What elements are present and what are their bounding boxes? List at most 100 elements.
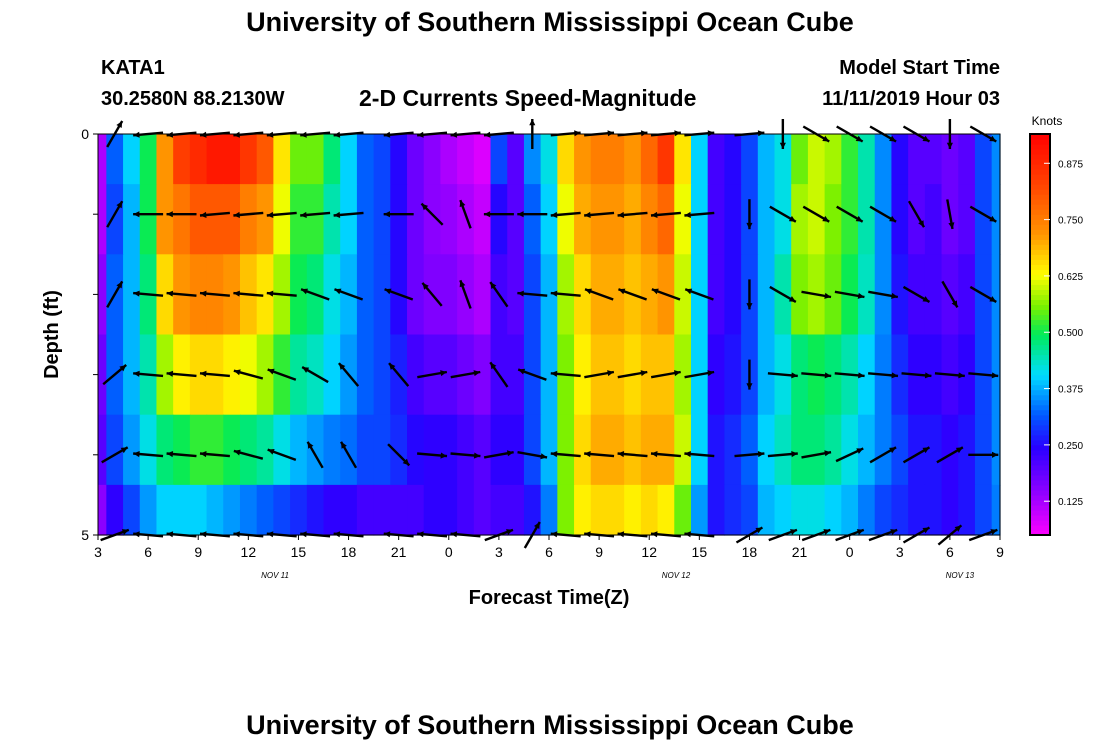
station-id: KATA1	[101, 57, 165, 79]
heatmap-cell	[774, 184, 792, 255]
colorbar-tick-label: 0.125	[1058, 497, 1083, 508]
colorbar-segment	[1030, 409, 1050, 416]
heatmap-cell	[757, 414, 776, 486]
x-tick-label: 18	[341, 544, 357, 560]
heatmap-cell	[256, 254, 274, 336]
heatmap-cell	[407, 184, 425, 255]
current-vector	[617, 211, 648, 218]
heatmap-cell	[423, 134, 442, 185]
heatmap-cell	[991, 414, 1001, 486]
current-vector	[340, 441, 358, 469]
heatmap-cell	[473, 334, 492, 416]
vector-head	[889, 135, 897, 142]
heatmap-cell	[958, 134, 976, 185]
current-vector	[306, 441, 324, 469]
heatmap-cell	[423, 184, 442, 255]
vector-head	[267, 368, 275, 375]
heatmap-cell	[574, 414, 592, 486]
heatmap-cell	[106, 184, 124, 255]
vector-head	[333, 131, 341, 138]
current-vector	[459, 279, 472, 309]
current-vector	[968, 372, 999, 379]
heatmap-cell	[657, 134, 675, 185]
heatmap-cell	[757, 184, 776, 255]
heatmap-cell	[891, 414, 909, 486]
colorbar-segment	[1030, 454, 1050, 461]
heatmap-cell	[941, 134, 959, 185]
colorbar-segment	[1030, 314, 1050, 321]
current-vector	[902, 446, 931, 464]
heatmap-cell	[958, 254, 976, 336]
heatmap-cell	[373, 184, 391, 255]
colorbar-segment	[1030, 284, 1050, 290]
heatmap-cell	[607, 484, 625, 536]
heatmap-cell	[423, 414, 442, 486]
colorbar-segment	[1030, 299, 1050, 306]
colorbar-segment	[1030, 259, 1050, 265]
heatmap-cell	[507, 134, 525, 185]
heatmap-cell	[473, 134, 492, 185]
current-vector	[834, 290, 865, 299]
heatmap-cell	[390, 184, 408, 255]
x-tick-label: 21	[792, 544, 808, 560]
heatmap-cell	[974, 484, 993, 536]
vector-head	[584, 451, 591, 458]
heatmap-cell	[707, 414, 725, 486]
vector-head	[922, 296, 930, 302]
heatmap-cell	[757, 484, 776, 536]
vector-head	[166, 531, 174, 538]
colorbar-segment	[1030, 524, 1050, 531]
heatmap-cell	[156, 134, 174, 185]
current-vector	[450, 452, 481, 459]
colorbar-segment	[1030, 254, 1050, 260]
heatmap-cell	[640, 184, 659, 255]
current-vector	[233, 211, 264, 218]
heatmap-cell	[457, 184, 475, 255]
colorbar-segment	[1030, 249, 1050, 255]
current-vector	[106, 200, 124, 228]
colorbar-segment	[1030, 529, 1050, 536]
vector-head	[650, 451, 658, 458]
vector-head	[199, 531, 207, 538]
heatmap-cell	[607, 254, 625, 336]
current-vector	[767, 372, 798, 379]
colorbar-segment	[1030, 229, 1050, 235]
colorbar-segment	[1030, 344, 1050, 351]
current-vector	[483, 211, 514, 218]
vector-head	[924, 372, 932, 379]
vector-head	[233, 369, 241, 376]
vector-head	[948, 222, 955, 229]
colorbar-segment	[1030, 394, 1050, 401]
heatmap-cell	[507, 414, 525, 486]
heatmap-cell	[173, 134, 191, 185]
heatmap-cell	[457, 134, 475, 185]
vector-head	[473, 370, 481, 377]
vector-head	[550, 451, 558, 458]
vector-head	[746, 303, 753, 310]
heatmap-cell	[98, 484, 107, 536]
vector-head	[266, 290, 274, 297]
current-vector	[421, 282, 443, 307]
heatmap-cell	[824, 134, 842, 185]
current-vector	[106, 280, 124, 308]
heatmap-cell	[757, 334, 776, 416]
heatmap-cell	[239, 184, 258, 255]
vector-head	[506, 450, 514, 457]
heatmap-cell	[123, 134, 141, 185]
heatmap-cell	[239, 414, 258, 486]
heatmap-cell	[557, 484, 575, 536]
heatmap-cell	[256, 334, 274, 416]
heatmap-cell	[858, 184, 876, 255]
heatmap-cell	[924, 334, 943, 416]
heatmap-cell	[256, 484, 274, 536]
heatmap-cell	[540, 484, 558, 536]
heatmap-cell	[356, 334, 375, 416]
heatmap-cell	[340, 484, 358, 536]
vector-head	[685, 288, 693, 295]
colorbar-segment	[1030, 464, 1050, 471]
vector-head	[856, 448, 864, 454]
heatmap-cell	[891, 334, 909, 416]
heatmap-cell	[440, 254, 458, 336]
heatmap-cell	[924, 254, 943, 336]
vector-head	[991, 372, 999, 379]
